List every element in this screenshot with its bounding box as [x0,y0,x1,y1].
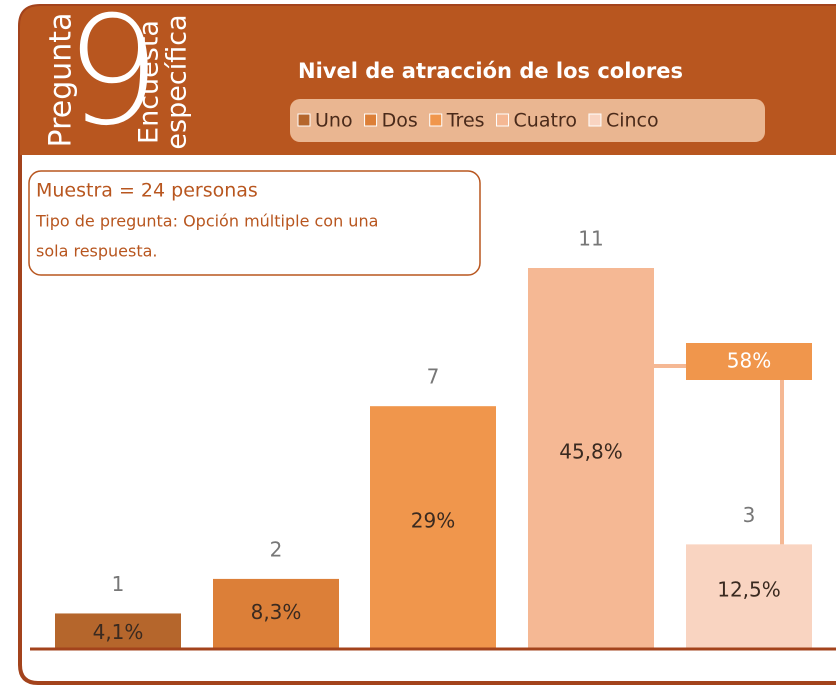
legend-label: Dos [382,110,418,132]
header-label: Pregunta [44,13,79,148]
legend-swatch [297,113,311,127]
bar [55,613,181,648]
value-label: 1 [112,572,125,596]
info-text: Muestra = 24 personas [36,180,258,202]
percentage-label: 29% [411,509,455,533]
bar [528,268,654,648]
chart-title: Nivel de atracción de los colores [298,59,683,83]
info-box [28,170,481,276]
percentage-label: 12,5% [717,578,781,602]
header-label: Encuesta [134,20,165,144]
value-label: 3 [743,503,756,527]
legend-label: Tres [446,110,485,132]
value-label: 2 [270,537,283,561]
legend-swatch [588,113,602,127]
info-text: Tipo de pregunta: Opción múltiple con un… [35,212,378,231]
bar [213,578,339,648]
legend-swatch [496,113,510,127]
legend-label: Uno [315,110,353,132]
annotation-box [686,343,812,380]
legend-label: Cinco [606,110,659,132]
percentage-label: 45,8% [559,440,623,464]
legend-swatch [429,113,443,127]
info-text: sola respuesta. [36,242,158,261]
percentage-label: 4,1% [93,620,144,644]
value-label: 7 [427,365,440,389]
bar [686,544,812,648]
legend-swatch [364,113,378,127]
legend [290,99,765,142]
header-label: específica [162,14,193,149]
percentage-label: 8,3% [251,600,302,624]
bar [370,406,496,648]
value-label: 11 [578,227,603,251]
legend-label: Cuatro [514,110,577,132]
header-number: 9 [65,0,160,159]
annotation: 58% [727,349,771,373]
